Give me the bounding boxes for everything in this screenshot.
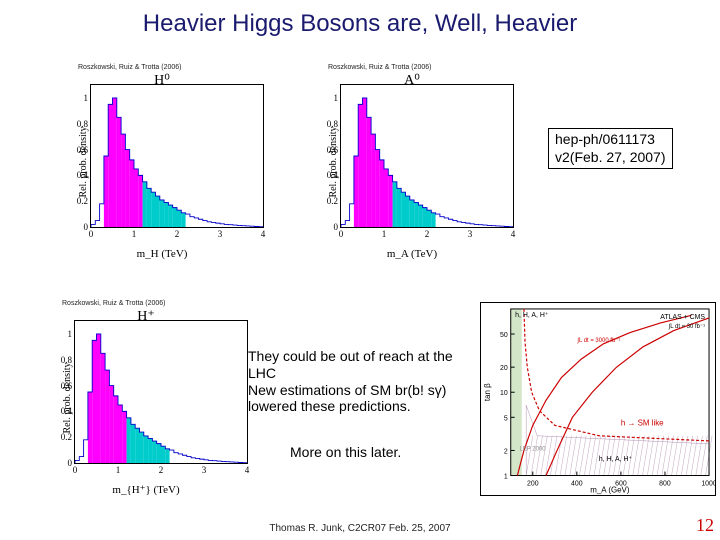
x-tick-label: 1 [382,229,387,239]
svg-text:1000: 1000 [701,480,715,487]
x-tick-label: 3 [202,465,207,475]
y-tick-label: 0.8 [77,119,88,129]
svg-text:h → SM like: h → SM like [621,418,664,427]
y-axis-label: Rel. prob. density [78,126,89,197]
x-tick-label: 0 [339,229,344,239]
y-tick-label: 0 [68,458,73,468]
x-tick-label: 2 [159,465,164,475]
x-tick-label: 4 [511,229,516,239]
reference-line1: hep-ph/0611173 [555,131,666,149]
y-tick-label: 1 [68,329,73,339]
plot-credit: Roszkowski, Ruiz & Trotta (2006) [328,64,431,71]
x-axis-label: m_A (TeV) [387,248,437,260]
y-tick-label: 0.2 [327,196,338,206]
y-tick-label: 1 [334,93,339,103]
y-tick-label: 0.4 [77,170,88,180]
y-tick-label: 0.2 [61,432,72,442]
x-tick-label: 0 [89,229,94,239]
svg-text:tan β: tan β [483,383,492,401]
reference-box: hep-ph/0611173 v2(Feb. 27, 2007) [548,128,673,169]
y-tick-label: 0.8 [61,355,72,365]
svg-text:800: 800 [659,480,671,487]
svg-text:200: 200 [527,480,539,487]
footer-credit: Thomas R. Junk, C2CR07 Feb. 25, 2007 [0,523,720,534]
y-tick-label: 0.2 [77,196,88,206]
svg-text:50: 50 [500,332,508,339]
more-later-text: More on this later. [290,444,401,460]
atlas-plot-svg: 2004006008001000125102050m_A (GeV)tan βA… [481,303,715,495]
x-tick-label: 1 [116,465,121,475]
svg-text:2: 2 [504,448,508,455]
x-tick-label: 3 [218,229,223,239]
svg-text:5: 5 [504,415,508,422]
reference-line2: v2(Feb. 27, 2007) [555,149,666,167]
x-tick-label: 0 [73,465,78,475]
plot-area: 00.20.40.60.8101234 [90,84,264,228]
plot-credit: Roszkowski, Ruiz & Trotta (2006) [62,300,165,307]
x-tick-label: 4 [245,465,250,475]
svg-text:ATLAS + CMS: ATLAS + CMS [660,314,705,321]
note-text: They could be out of reach at the LHC Ne… [248,348,468,415]
y-tick-label: 0.6 [61,381,72,391]
histogram-H0: Roszkowski, Ruiz & Trotta (2006)H⁰Rel. p… [52,62,272,262]
histogram-Hplus: Roszkowski, Ruiz & Trotta (2006)H⁺Rel. p… [36,298,256,498]
y-axis-label: Rel. prob. density [62,362,73,433]
y-axis-label: Rel. prob. density [328,126,339,197]
y-tick-label: 0 [334,222,339,232]
y-tick-label: 0.4 [327,170,338,180]
slide-title: Heavier Higgs Bosons are, Well, Heavier [0,10,720,38]
y-tick-label: 1 [84,93,89,103]
plot-credit: Roszkowski, Ruiz & Trotta (2006) [78,64,181,71]
x-tick-label: 1 [132,229,137,239]
y-tick-label: 0.6 [327,145,338,155]
plot-area: 00.20.40.60.8101234 [340,84,514,228]
x-tick-label: 4 [261,229,266,239]
y-tick-label: 0.8 [327,119,338,129]
plot-area: 00.20.40.60.8101234 [74,320,248,464]
atlas-reach-plot: 2004006008001000125102050m_A (GeV)tan βA… [480,302,716,496]
svg-text:m_A (GeV): m_A (GeV) [590,485,630,494]
svg-text:400: 400 [571,480,583,487]
x-axis-label: m_H (TeV) [137,248,188,260]
svg-text:∫L dt = 3000 fb⁻¹: ∫L dt = 3000 fb⁻¹ [576,337,620,344]
y-tick-label: 0.6 [77,145,88,155]
svg-text:h, H, A, H⁺: h, H, A, H⁺ [599,456,633,463]
y-tick-label: 0 [84,222,89,232]
svg-text:h, H, A, H⁺: h, H, A, H⁺ [515,312,549,319]
svg-text:20: 20 [500,365,508,372]
x-tick-label: 2 [175,229,180,239]
y-tick-label: 0.4 [61,406,72,416]
svg-text:10: 10 [500,390,508,397]
svg-text:1: 1 [504,473,508,480]
x-axis-label: m_{H⁺} (TeV) [112,483,179,496]
histogram-A0: Roszkowski, Ruiz & Trotta (2006)A⁰Rel. p… [302,62,522,262]
x-tick-label: 2 [425,229,430,239]
svg-text:LEP 2000: LEP 2000 [520,446,547,452]
svg-text:∫L dt = 30 fb⁻¹: ∫L dt = 30 fb⁻¹ [668,323,705,330]
x-tick-label: 3 [468,229,473,239]
page-number: 12 [696,515,714,536]
